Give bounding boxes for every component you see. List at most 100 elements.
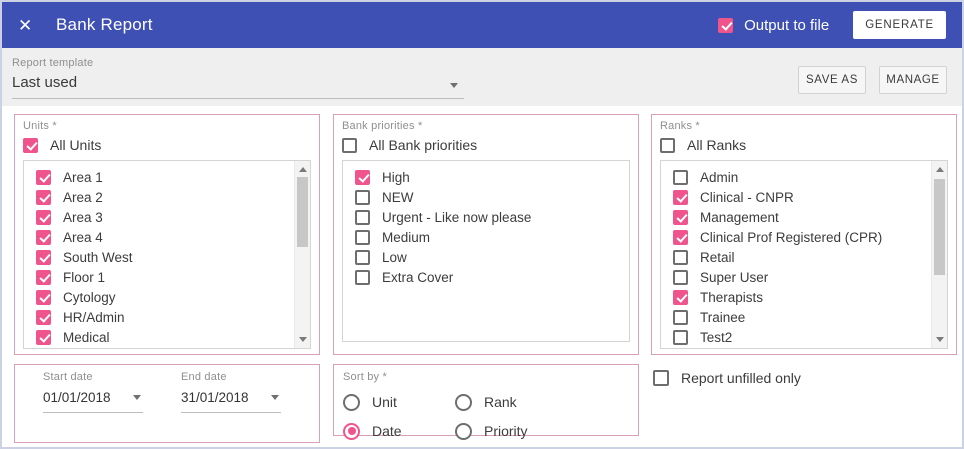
checkbox-icon[interactable] [355, 229, 370, 245]
scrollbar-thumb[interactable] [297, 177, 308, 247]
checkbox-icon[interactable] [673, 269, 688, 285]
priority-option[interactable]: Urgent - Like now please [355, 207, 629, 227]
item-label: Date [372, 423, 402, 439]
report-template-value: Last used [12, 74, 78, 91]
checkbox-icon[interactable] [355, 209, 370, 225]
all-ranks-option[interactable]: All Ranks [660, 137, 948, 153]
report-template-select[interactable]: Last used [12, 69, 464, 99]
item-label: South West [63, 249, 133, 265]
unit-option[interactable]: Area 3 [36, 207, 288, 227]
rank-option[interactable] [673, 347, 925, 348]
checkbox-icon[interactable] [36, 189, 51, 205]
unit-option[interactable]: Medical [36, 327, 288, 347]
priority-option[interactable]: Medium [355, 227, 629, 247]
generate-button[interactable]: GENERATE [853, 11, 946, 39]
report-template-bar: Report template Last used SAVE AS MANAGE [2, 48, 962, 106]
unit-option[interactable] [36, 347, 288, 348]
checkbox-icon[interactable] [36, 269, 51, 285]
checkbox-icon[interactable] [355, 269, 370, 285]
item-label: HR/Admin [63, 309, 125, 325]
all-units-checkbox[interactable] [23, 137, 38, 153]
ranks-scrollbar[interactable] [931, 161, 947, 348]
item-label: Management [700, 209, 779, 225]
rank-option[interactable]: Therapists [673, 287, 925, 307]
item-label: Area 4 [63, 229, 103, 245]
unit-option[interactable]: HR/Admin [36, 307, 288, 327]
checkbox-icon[interactable] [36, 289, 51, 305]
checkbox-icon[interactable] [673, 189, 688, 205]
units-list: Area 1 Area 2 Area 3 Area 4 South West Floor … [23, 160, 311, 349]
all-bank-priorities-checkbox[interactable] [342, 137, 357, 153]
radio-icon[interactable] [343, 422, 360, 440]
unit-option[interactable]: South West [36, 247, 288, 267]
unit-option[interactable]: Area 4 [36, 227, 288, 247]
save-as-button[interactable]: SAVE AS [798, 66, 866, 94]
checkbox-icon[interactable] [36, 209, 51, 225]
output-to-file-label: Output to file [744, 16, 830, 34]
priority-option[interactable]: High [355, 167, 629, 187]
rank-option[interactable]: Super User [673, 267, 925, 287]
checkbox-icon[interactable] [673, 309, 688, 325]
scrollbar-thumb[interactable] [934, 179, 945, 275]
rank-option[interactable]: Clinical - CNPR [673, 187, 925, 207]
end-date-field[interactable]: End date 31/01/2018 [181, 371, 281, 413]
checkbox-icon[interactable] [355, 249, 370, 265]
radio-icon[interactable] [455, 393, 472, 411]
item-label: Extra Cover [382, 269, 454, 285]
priority-option[interactable]: Extra Cover [355, 267, 629, 287]
close-icon[interactable]: ✕ [18, 15, 33, 35]
scroll-up-icon[interactable] [935, 167, 944, 172]
start-date-field[interactable]: Start date 01/01/2018 [43, 371, 143, 413]
checkbox-icon[interactable] [36, 309, 51, 325]
unit-option[interactable]: Floor 1 [36, 267, 288, 287]
report-unfilled-only-checkbox[interactable] [653, 370, 669, 386]
checkbox-icon[interactable] [673, 169, 688, 185]
output-to-file-checkbox[interactable] [718, 17, 734, 33]
checkbox-icon[interactable] [673, 249, 688, 265]
scroll-up-icon[interactable] [298, 167, 307, 172]
sort-option[interactable]: Rank [455, 391, 638, 413]
rank-option[interactable]: Retail [673, 247, 925, 267]
all-bank-priorities-label: All Bank priorities [369, 137, 478, 153]
all-units-option[interactable]: All Units [23, 137, 311, 153]
checkbox-icon[interactable] [673, 229, 688, 245]
chevron-down-icon [271, 395, 279, 400]
rank-option[interactable]: Test2 [673, 327, 925, 347]
rank-option[interactable]: Clinical Prof Registered (CPR) [673, 227, 925, 247]
checkbox-icon[interactable] [673, 209, 688, 225]
scroll-down-icon[interactable] [935, 337, 944, 342]
priority-option[interactable]: Low [355, 247, 629, 267]
checkbox-icon[interactable] [355, 169, 370, 185]
units-scrollbar[interactable] [294, 161, 310, 348]
sort-option[interactable]: Priority [455, 420, 638, 442]
chevron-down-icon [450, 83, 458, 88]
all-ranks-checkbox[interactable] [660, 137, 675, 153]
sort-options: Unit Rank Date Priority [343, 391, 638, 442]
item-label: Unit [372, 394, 397, 410]
output-to-file-option[interactable]: Output to file [718, 17, 829, 34]
checkbox-icon[interactable] [673, 289, 688, 305]
checkbox-icon[interactable] [36, 329, 51, 345]
manage-button[interactable]: MANAGE [879, 66, 947, 94]
sort-option[interactable]: Unit [343, 391, 455, 413]
unit-option[interactable]: Area 2 [36, 187, 288, 207]
rank-option[interactable]: Admin [673, 167, 925, 187]
report-unfilled-only-option[interactable]: Report unfilled only [653, 370, 801, 386]
radio-icon[interactable] [343, 393, 360, 411]
unit-option[interactable]: Area 1 [36, 167, 288, 187]
checkbox-icon[interactable] [36, 249, 51, 265]
sort-option[interactable]: Date [343, 420, 455, 442]
rank-option[interactable]: Management [673, 207, 925, 227]
checkbox-icon[interactable] [36, 169, 51, 185]
item-label: Area 3 [63, 209, 103, 225]
checkbox-icon[interactable] [355, 189, 370, 205]
rank-option[interactable]: Trainee [673, 307, 925, 327]
unit-option[interactable]: Cytology [36, 287, 288, 307]
scroll-down-icon[interactable] [298, 337, 307, 342]
checkbox-icon[interactable] [36, 229, 51, 245]
priority-option[interactable]: NEW [355, 187, 629, 207]
units-panel-label: Units * [23, 120, 57, 132]
all-bank-priorities-option[interactable]: All Bank priorities [342, 137, 630, 153]
checkbox-icon[interactable] [673, 329, 688, 345]
radio-icon[interactable] [455, 422, 472, 440]
